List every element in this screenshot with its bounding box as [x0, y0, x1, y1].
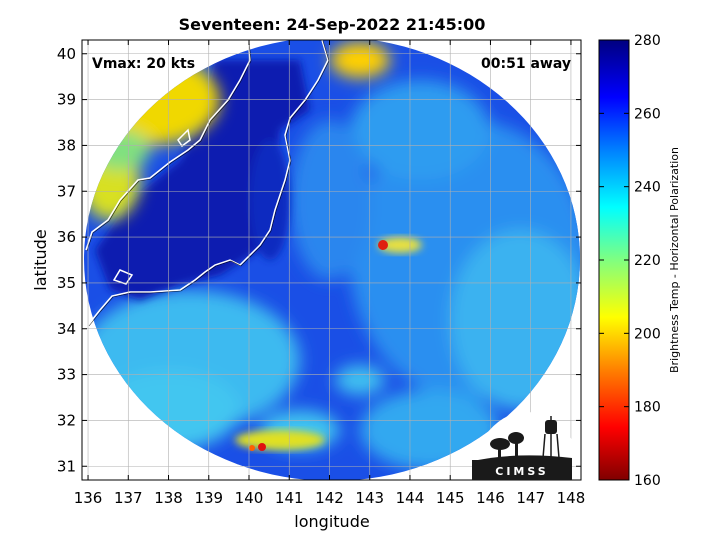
x-tick-label: 144: [396, 489, 425, 507]
y-tick-label: 34: [57, 320, 76, 338]
x-tick-label: 136: [74, 489, 103, 507]
plot-title: Seventeen: 24-Sep-2022 21:45:00: [179, 15, 486, 34]
colorbar-tick-label: 220: [634, 253, 661, 269]
y-axis-ticks: 31 32 33 34 35 36 37 38 39 40: [57, 45, 581, 475]
x-tick-label: 142: [315, 489, 344, 507]
coastline-shadow: [86, 40, 330, 327]
x-tick-label: 145: [436, 489, 465, 507]
x-tick-label: 139: [194, 489, 223, 507]
cimss-logo-text: CIMSS: [495, 465, 548, 478]
x-tick-label: 143: [355, 489, 384, 507]
axes-frame: [81, 39, 582, 481]
y-tick-label: 37: [57, 182, 76, 200]
x-tick-label: 141: [275, 489, 304, 507]
clear-region: [95, 60, 310, 300]
colorbar-tick-label: 200: [634, 326, 661, 342]
time-away-label: 00:51 away: [481, 56, 571, 72]
x-axis-label: longitude: [294, 512, 369, 531]
x-tick-label: 147: [516, 489, 545, 507]
x-tick-label: 138: [154, 489, 183, 507]
colorbar-tick-label: 280: [634, 33, 661, 49]
colorbar-tick-label: 240: [634, 180, 661, 196]
x-tick-label: 137: [114, 489, 143, 507]
y-tick-label: 31: [57, 457, 76, 475]
y-tick-label: 32: [57, 411, 76, 429]
vmax-label: Vmax: 20 kts: [92, 56, 195, 72]
x-axis-ticks: 136 137 138 139 140 141 142 143 144 145 146 147 148: [74, 40, 586, 507]
cimss-logo-icon: CIMSS: [472, 411, 572, 480]
y-tick-label: 35: [57, 274, 76, 292]
x-tick-label: 146: [476, 489, 505, 507]
colorbar-tick-label: 180: [634, 400, 661, 416]
grid-lines: [82, 40, 581, 480]
colorbar-tick-label: 260: [634, 106, 661, 122]
colorbar-label: Brightness Temp - Horizontal Polarizatio…: [668, 147, 681, 373]
y-axis-label: latitude: [31, 229, 50, 290]
hot-spots: [235, 237, 422, 451]
colorbar-tick-label: 160: [634, 473, 661, 489]
x-tick-label: 140: [235, 489, 264, 507]
y-tick-label: 38: [57, 136, 76, 154]
x-tick-label: 148: [557, 489, 586, 507]
y-tick-label: 36: [57, 228, 76, 246]
y-tick-label: 39: [57, 91, 76, 109]
y-tick-label: 33: [57, 366, 76, 384]
colorbar-ticks: 160 180 200 220 240 260 280: [599, 33, 661, 489]
y-tick-label: 40: [57, 45, 76, 63]
